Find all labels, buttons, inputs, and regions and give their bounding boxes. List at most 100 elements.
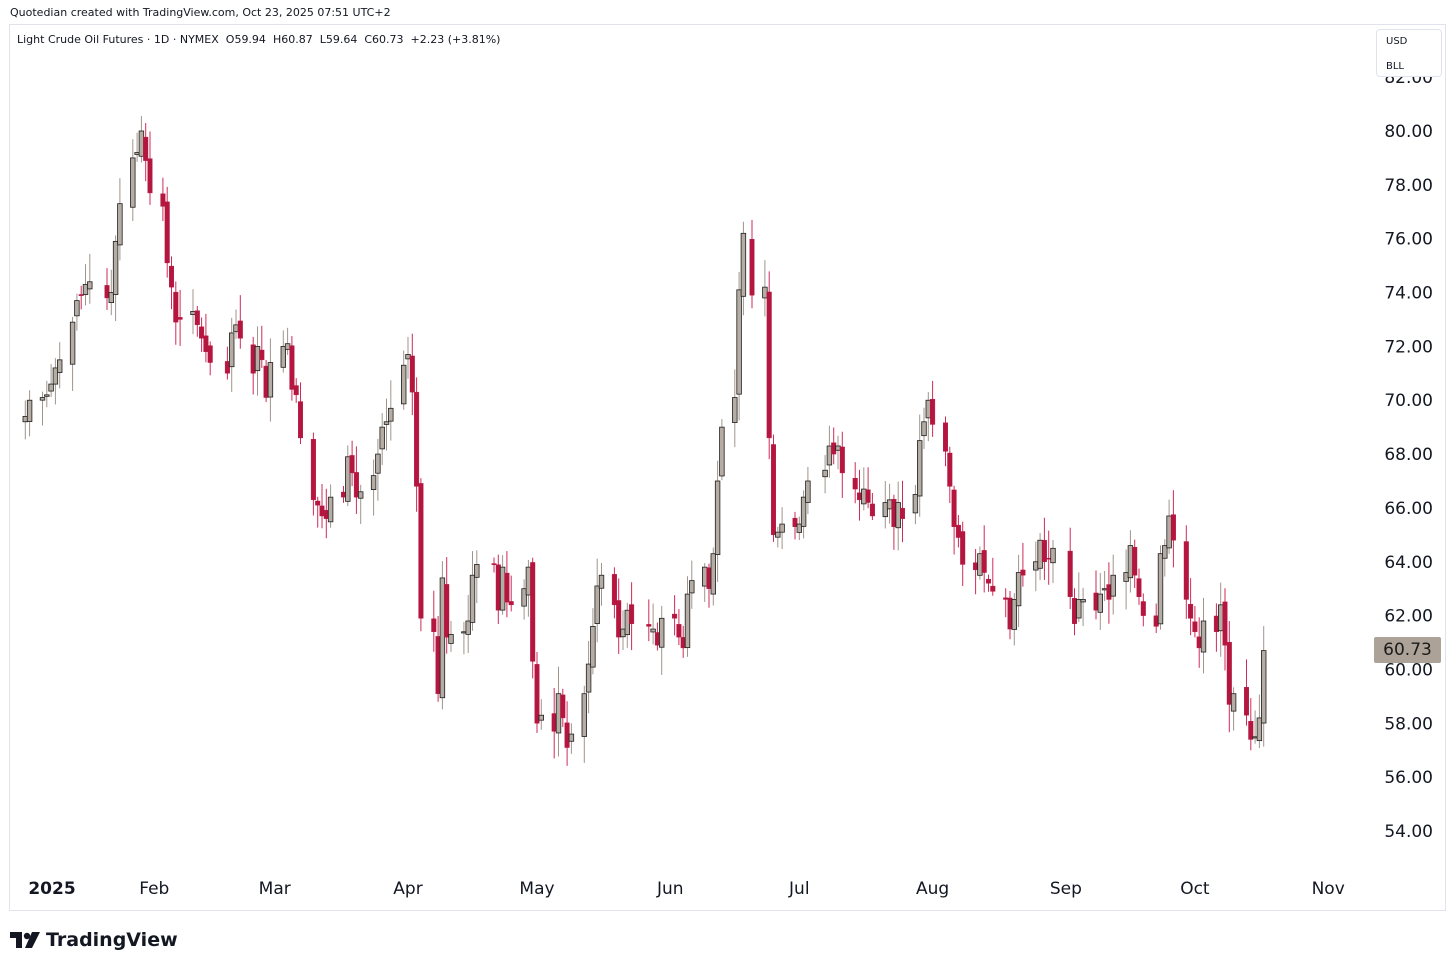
candle-body-down — [160, 193, 166, 207]
candle-body-down — [104, 285, 110, 299]
candle — [78, 285, 84, 310]
candle-body-up — [48, 383, 54, 392]
candle — [792, 511, 798, 540]
candle-body-up — [805, 480, 811, 503]
candle — [775, 526, 781, 548]
candle-body-up — [525, 566, 532, 596]
candle — [26, 390, 33, 437]
price-tick-label: 78.00 — [1384, 176, 1433, 196]
candle — [1140, 593, 1146, 627]
time-tick-label: Aug — [916, 879, 949, 899]
candle-body-down — [852, 478, 858, 490]
candle — [947, 446, 953, 504]
candle — [57, 342, 63, 389]
candle-body-down — [766, 291, 772, 439]
candle-body-down — [534, 664, 540, 724]
candle-body-down — [839, 446, 845, 474]
candle-body-down — [78, 294, 84, 296]
candle — [590, 608, 596, 675]
candle-body-down — [1003, 597, 1009, 600]
candle-body-up — [26, 399, 33, 422]
candle — [1256, 694, 1263, 748]
unit-label[interactable]: BLL — [1386, 61, 1405, 72]
candle-body-up — [138, 130, 145, 157]
ohlc-low: L59.64 — [319, 33, 358, 46]
candle-body-up — [117, 203, 123, 246]
candle-body-up — [762, 286, 768, 299]
candle-body-down — [1067, 550, 1073, 597]
candle — [555, 666, 562, 757]
candle-body-down — [900, 507, 906, 519]
candle-body-up — [702, 566, 708, 587]
candle — [530, 557, 536, 679]
price-tick-label: 76.00 — [1384, 230, 1433, 250]
candle-body-up — [719, 426, 725, 477]
candle-body-down — [616, 600, 622, 638]
candle-body-down — [749, 238, 755, 296]
candle — [1037, 533, 1043, 581]
candle — [732, 369, 738, 448]
candle — [504, 551, 510, 618]
candle — [1076, 572, 1082, 623]
candle — [48, 364, 54, 397]
candle-body-up — [190, 310, 196, 316]
candle — [568, 723, 575, 754]
candle — [796, 516, 802, 541]
candle — [895, 481, 901, 551]
time-tick-label: 2025 — [28, 879, 75, 899]
candle — [147, 131, 153, 205]
candle — [930, 380, 936, 437]
tradingview-logo-icon — [10, 932, 40, 948]
tradingview-logo[interactable]: TradingView — [10, 928, 178, 952]
candle — [315, 496, 321, 528]
candle — [164, 186, 170, 278]
currency-unit-selector[interactable]: USD BLL — [1376, 29, 1442, 77]
candle — [1067, 527, 1073, 610]
candle — [1127, 530, 1134, 593]
candle-body-down — [237, 320, 243, 339]
candle — [869, 493, 875, 521]
price-tick-label: 62.00 — [1384, 607, 1433, 627]
candle — [1183, 525, 1189, 619]
chart-frame — [9, 24, 1446, 911]
candle-body-up — [585, 663, 592, 693]
symbol-name: Light Crude Oil Futures · 1D · NYMEX — [17, 33, 219, 46]
candle — [766, 271, 772, 460]
candle — [327, 484, 334, 528]
time-tick-label: Sep — [1050, 879, 1082, 899]
ohlc-open: O59.94 — [225, 33, 266, 46]
candle-body-up — [108, 292, 114, 303]
candle-body-up — [775, 531, 781, 538]
candle — [1192, 605, 1198, 638]
candle-body-down — [990, 585, 996, 592]
price-tick-label: 66.00 — [1384, 499, 1433, 519]
candle-body-up — [977, 553, 983, 576]
candle-body-down — [672, 613, 678, 619]
candle — [190, 289, 196, 335]
candle — [39, 391, 46, 426]
candle-body-up — [1110, 574, 1116, 597]
candle-body-up — [267, 362, 274, 398]
candle-body-up — [87, 281, 93, 290]
candle — [1041, 517, 1047, 580]
candle-body-up — [1166, 515, 1172, 549]
candle-body-up — [826, 445, 833, 466]
candle — [749, 219, 755, 309]
candle — [1020, 542, 1026, 587]
candle-body-up — [284, 343, 291, 350]
candle-body-up — [448, 634, 454, 644]
candle-body-down — [1243, 687, 1249, 716]
price-tick-label: 58.00 — [1384, 714, 1433, 734]
candle — [177, 289, 183, 346]
candle-body-down — [771, 444, 777, 536]
candle — [1200, 597, 1207, 674]
candle-body-down — [676, 624, 682, 638]
candle-body-down — [930, 399, 936, 425]
candle-body-up — [835, 445, 841, 451]
currency-label[interactable]: USD — [1386, 36, 1408, 47]
candle-body-up — [779, 523, 785, 533]
candle — [87, 253, 93, 304]
candle — [207, 341, 213, 376]
ohlc-high: H60.87 — [272, 33, 313, 46]
